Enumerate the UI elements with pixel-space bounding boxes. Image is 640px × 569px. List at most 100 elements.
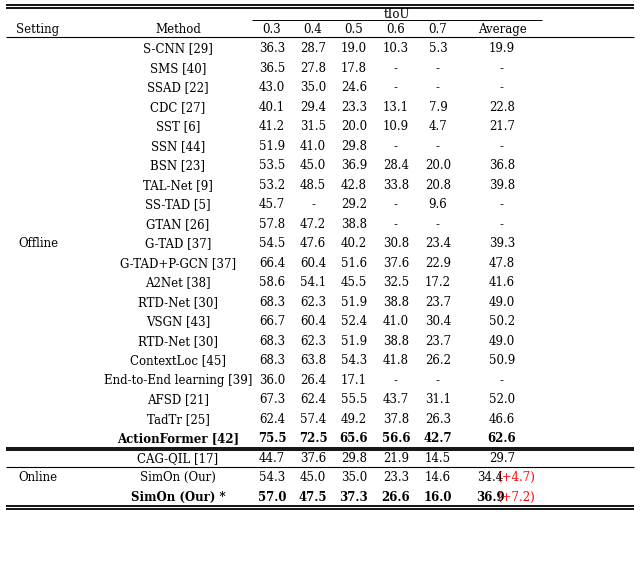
Text: 50.2: 50.2 xyxy=(489,315,515,328)
Text: 62.6: 62.6 xyxy=(488,432,516,446)
Text: (+7.2): (+7.2) xyxy=(497,490,535,504)
Text: A2Net [38]: A2Net [38] xyxy=(145,277,211,289)
Text: 38.8: 38.8 xyxy=(341,218,367,231)
Text: -: - xyxy=(436,374,440,387)
Text: -: - xyxy=(500,374,504,387)
Text: Average: Average xyxy=(477,23,526,35)
Text: Online: Online xyxy=(19,471,58,484)
Text: 52.0: 52.0 xyxy=(489,393,515,406)
Text: -: - xyxy=(394,140,398,152)
Text: GTAN [26]: GTAN [26] xyxy=(147,218,210,231)
Text: 57.0: 57.0 xyxy=(258,490,286,504)
Text: 29.8: 29.8 xyxy=(341,452,367,465)
Text: 35.0: 35.0 xyxy=(300,81,326,94)
Text: 53.2: 53.2 xyxy=(259,179,285,192)
Text: 28.7: 28.7 xyxy=(300,42,326,55)
Text: 26.4: 26.4 xyxy=(300,374,326,387)
Text: 13.1: 13.1 xyxy=(383,101,409,114)
Text: 4.7: 4.7 xyxy=(429,120,447,133)
Text: RTD-Net [30]: RTD-Net [30] xyxy=(138,296,218,309)
Text: 40.1: 40.1 xyxy=(259,101,285,114)
Text: 47.8: 47.8 xyxy=(489,257,515,270)
Text: 7.9: 7.9 xyxy=(429,101,447,114)
Text: 29.8: 29.8 xyxy=(341,140,367,152)
Text: 19.0: 19.0 xyxy=(341,42,367,55)
Text: 19.9: 19.9 xyxy=(489,42,515,55)
Text: -: - xyxy=(436,81,440,94)
Text: 58.6: 58.6 xyxy=(259,277,285,289)
Text: 24.6: 24.6 xyxy=(341,81,367,94)
Text: 30.4: 30.4 xyxy=(425,315,451,328)
Text: SimOn (Our) *: SimOn (Our) * xyxy=(131,490,225,504)
Text: 23.4: 23.4 xyxy=(425,237,451,250)
Text: 36.9: 36.9 xyxy=(476,490,504,504)
Text: SST [6]: SST [6] xyxy=(156,120,200,133)
Text: 17.2: 17.2 xyxy=(425,277,451,289)
Text: 42.8: 42.8 xyxy=(341,179,367,192)
Text: -: - xyxy=(394,218,398,231)
Text: 17.1: 17.1 xyxy=(341,374,367,387)
Text: 45.5: 45.5 xyxy=(341,277,367,289)
Text: 43.0: 43.0 xyxy=(259,81,285,94)
Text: -: - xyxy=(436,62,440,75)
Text: 65.6: 65.6 xyxy=(340,432,368,446)
Text: 39.8: 39.8 xyxy=(489,179,515,192)
Text: 35.0: 35.0 xyxy=(341,471,367,484)
Text: 57.4: 57.4 xyxy=(300,413,326,426)
Text: 0.5: 0.5 xyxy=(344,23,364,35)
Text: 53.5: 53.5 xyxy=(259,159,285,172)
Text: 42.7: 42.7 xyxy=(424,432,452,446)
Text: 10.9: 10.9 xyxy=(383,120,409,133)
Text: RTD-Net [30]: RTD-Net [30] xyxy=(138,335,218,348)
Text: 47.6: 47.6 xyxy=(300,237,326,250)
Text: -: - xyxy=(500,198,504,211)
Text: 21.7: 21.7 xyxy=(489,120,515,133)
Text: 22.9: 22.9 xyxy=(425,257,451,270)
Text: 37.8: 37.8 xyxy=(383,413,409,426)
Text: 51.6: 51.6 xyxy=(341,257,367,270)
Text: 0.6: 0.6 xyxy=(387,23,405,35)
Text: SMS [40]: SMS [40] xyxy=(150,62,206,75)
Text: SSAD [22]: SSAD [22] xyxy=(147,81,209,94)
Text: 0.7: 0.7 xyxy=(429,23,447,35)
Text: 34.4: 34.4 xyxy=(477,471,503,484)
Text: 46.6: 46.6 xyxy=(489,413,515,426)
Text: 49.0: 49.0 xyxy=(489,335,515,348)
Text: 47.5: 47.5 xyxy=(299,490,327,504)
Text: 54.5: 54.5 xyxy=(259,237,285,250)
Text: 68.3: 68.3 xyxy=(259,354,285,367)
Text: TAL-Net [9]: TAL-Net [9] xyxy=(143,179,213,192)
Text: 20.8: 20.8 xyxy=(425,179,451,192)
Text: 66.7: 66.7 xyxy=(259,315,285,328)
Text: 29.2: 29.2 xyxy=(341,198,367,211)
Text: 52.4: 52.4 xyxy=(341,315,367,328)
Text: 29.7: 29.7 xyxy=(489,452,515,465)
Text: Offline: Offline xyxy=(18,237,58,250)
Text: 51.9: 51.9 xyxy=(341,335,367,348)
Text: 55.5: 55.5 xyxy=(341,393,367,406)
Text: 54.3: 54.3 xyxy=(259,471,285,484)
Text: 36.8: 36.8 xyxy=(489,159,515,172)
Text: 37.6: 37.6 xyxy=(383,257,409,270)
Text: -: - xyxy=(436,218,440,231)
Text: 37.6: 37.6 xyxy=(300,452,326,465)
Text: 51.9: 51.9 xyxy=(341,296,367,309)
Text: 30.8: 30.8 xyxy=(383,237,409,250)
Text: -: - xyxy=(394,62,398,75)
Text: G-TAD [37]: G-TAD [37] xyxy=(145,237,211,250)
Text: 27.8: 27.8 xyxy=(300,62,326,75)
Text: 36.0: 36.0 xyxy=(259,374,285,387)
Text: tIoU: tIoU xyxy=(384,7,410,20)
Text: 22.8: 22.8 xyxy=(489,101,515,114)
Text: 45.0: 45.0 xyxy=(300,471,326,484)
Text: TadTr [25]: TadTr [25] xyxy=(147,413,209,426)
Text: 47.2: 47.2 xyxy=(300,218,326,231)
Text: 66.4: 66.4 xyxy=(259,257,285,270)
Text: Setting: Setting xyxy=(17,23,60,35)
Text: 17.8: 17.8 xyxy=(341,62,367,75)
Text: 43.7: 43.7 xyxy=(383,393,409,406)
Text: CDC [27]: CDC [27] xyxy=(150,101,205,114)
Text: G-TAD+P-GCN [37]: G-TAD+P-GCN [37] xyxy=(120,257,236,270)
Text: 23.3: 23.3 xyxy=(341,101,367,114)
Text: 62.4: 62.4 xyxy=(300,393,326,406)
